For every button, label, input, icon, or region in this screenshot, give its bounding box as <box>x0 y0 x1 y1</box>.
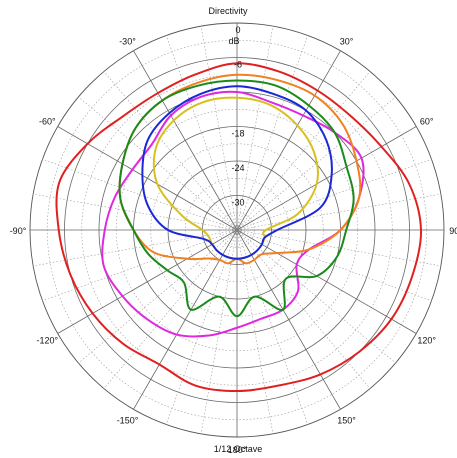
angle-tick-label: -90° <box>10 226 27 236</box>
grid-spoke-major <box>236 229 341 410</box>
grid-spoke-minor <box>236 229 441 267</box>
grid-spoke-minor <box>165 229 238 425</box>
grid-spoke-minor <box>103 229 238 389</box>
angle-tick-label: 150° <box>337 416 356 426</box>
grid-spoke-major <box>236 229 417 334</box>
series-line-6 <box>141 85 333 260</box>
grid-spoke-minor <box>236 229 274 434</box>
radial-tick-label: -30 <box>231 198 244 208</box>
grid-spoke-major <box>236 126 417 231</box>
grid-spoke-minor <box>236 96 396 231</box>
series-line-1 <box>55 62 423 392</box>
grid-spoke-minor <box>236 229 309 425</box>
series-line-4 <box>118 79 355 318</box>
grid-spoke-minor <box>236 229 371 389</box>
grid-spoke-minor <box>33 229 238 267</box>
grid-spoke-major <box>236 50 341 231</box>
grid-spoke-minor <box>165 35 238 231</box>
series-line-2 <box>101 90 365 338</box>
radial-tick-label: -18 <box>231 129 244 139</box>
angle-tick-label: -120° <box>36 336 58 346</box>
angle-tick-label: 180° <box>228 445 247 455</box>
angle-tick-label: 90° <box>449 226 457 236</box>
grid-spoke-minor <box>236 229 432 302</box>
angle-tick-label: -30° <box>119 36 136 46</box>
polar-series-group <box>55 62 423 392</box>
grid-spoke-minor <box>236 193 441 231</box>
angle-tick-label: 120° <box>417 336 436 346</box>
grid-spoke-minor <box>236 158 432 231</box>
polar-grid <box>29 22 445 438</box>
chart-title: Directivity <box>208 6 248 16</box>
grid-spoke-minor <box>200 229 238 434</box>
angle-tick-label: -150° <box>117 416 139 426</box>
radial-tick-label: -6 <box>234 60 242 70</box>
grid-spoke-minor <box>236 229 396 364</box>
angle-tick-label: 60° <box>420 117 434 127</box>
grid-spoke-major <box>133 50 238 231</box>
grid-spoke-minor <box>200 26 238 231</box>
angle-tick-label: 30° <box>340 36 354 46</box>
polar-labels: 0 -6 -18 -24 -30 30° 60° 90° 120° 150° 180° -150° -1… <box>10 25 457 455</box>
grid-spoke-minor <box>103 71 238 231</box>
chart-subtitle: 1/12 Octave <box>214 444 263 454</box>
grid-spoke-major <box>57 229 238 334</box>
radial-tick-label: -24 <box>231 163 244 173</box>
grid-spoke-minor <box>33 193 238 231</box>
grid-spoke-minor <box>42 158 238 231</box>
grid-spoke-minor <box>236 26 274 231</box>
grid-spoke-minor <box>78 229 238 364</box>
radial-unit-label: dB <box>228 36 239 46</box>
radial-tick-label: 0 <box>235 25 240 35</box>
grid-spoke-minor <box>236 35 309 231</box>
grid-spoke-minor <box>236 71 371 231</box>
angle-tick-label: -60° <box>39 117 56 127</box>
grid-spoke-minor <box>42 229 238 302</box>
grid-spoke-minor <box>78 96 238 231</box>
